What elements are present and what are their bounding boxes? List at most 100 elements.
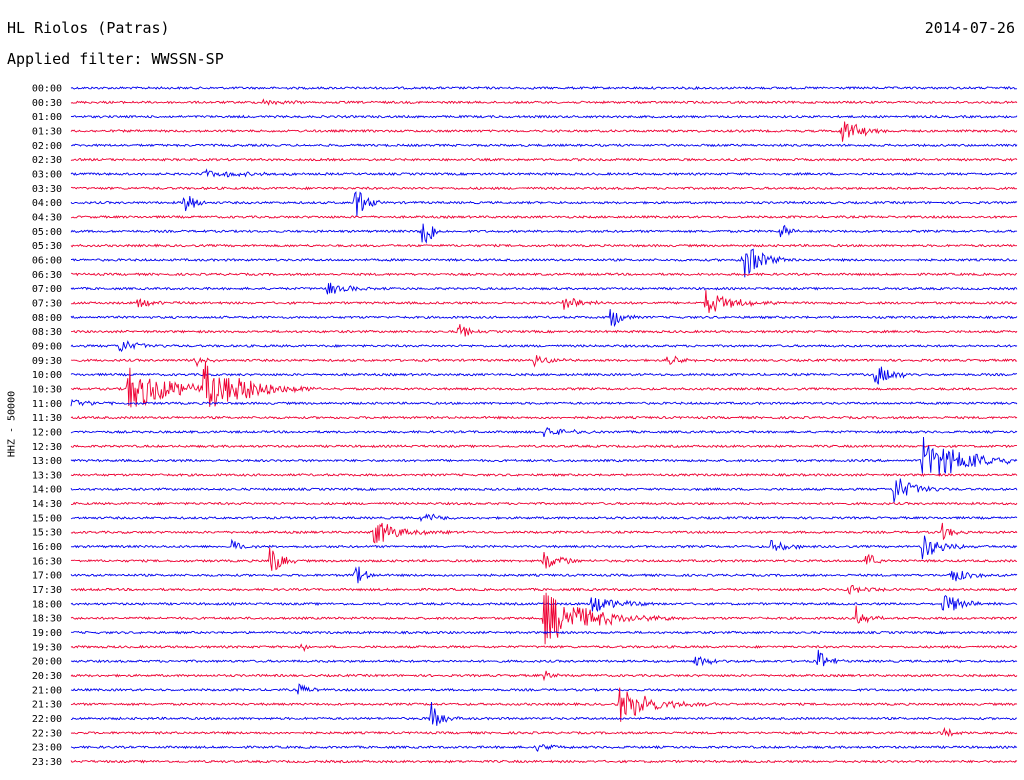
time-label: 00:00 bbox=[32, 84, 62, 95]
time-labels: 00:00 00:30 01:00 01:30 02:00 02:30 03:00 03:30… bbox=[32, 84, 62, 769]
time-label: 16:30 bbox=[32, 556, 62, 567]
time-label: 19:30 bbox=[32, 642, 62, 653]
trace-line bbox=[70, 191, 1018, 217]
trace-line bbox=[70, 649, 1018, 667]
trace-line bbox=[71, 272, 1018, 277]
time-label: 03:30 bbox=[32, 184, 62, 195]
trace-line bbox=[70, 355, 1018, 368]
trace-line bbox=[70, 340, 1018, 353]
trace-line bbox=[70, 701, 1018, 726]
trace-line bbox=[71, 248, 1018, 278]
time-label: 05:30 bbox=[32, 241, 62, 252]
trace-line bbox=[70, 436, 1018, 476]
time-label: 02:00 bbox=[32, 141, 62, 152]
time-label: 08:30 bbox=[32, 327, 62, 338]
trace-line bbox=[70, 592, 1018, 645]
trace-line bbox=[70, 513, 1018, 523]
trace-line bbox=[70, 535, 1018, 560]
time-label: 04:00 bbox=[32, 198, 62, 209]
trace-line bbox=[70, 324, 1018, 337]
date-label: 2014-07-26 bbox=[924, 19, 1015, 37]
trace-line bbox=[70, 361, 1018, 408]
time-label: 15:00 bbox=[32, 513, 62, 524]
trace-line bbox=[70, 214, 1018, 219]
time-label: 07:30 bbox=[32, 298, 62, 309]
time-label: 23:30 bbox=[32, 757, 62, 768]
trace-line bbox=[70, 309, 1018, 328]
station-title: HL Riolos (Patras) bbox=[7, 19, 170, 37]
trace-line bbox=[70, 426, 1018, 438]
trace-line bbox=[70, 478, 1018, 503]
time-label: 04:30 bbox=[32, 212, 62, 223]
time-label: 23:00 bbox=[32, 743, 62, 754]
trace-line bbox=[70, 643, 1018, 653]
time-label: 09:00 bbox=[32, 341, 62, 352]
traces bbox=[70, 85, 1018, 764]
time-label: 14:30 bbox=[32, 499, 62, 510]
time-label: 02:30 bbox=[32, 155, 62, 166]
trace-line bbox=[70, 186, 1018, 191]
trace-line bbox=[70, 566, 1018, 584]
time-label: 10:30 bbox=[32, 384, 62, 395]
time-label: 15:30 bbox=[32, 528, 62, 539]
trace-line bbox=[70, 687, 1018, 722]
time-label: 20:30 bbox=[32, 671, 62, 682]
trace-line bbox=[70, 121, 1018, 142]
time-label: 17:00 bbox=[32, 571, 62, 582]
trace-line bbox=[70, 168, 1018, 178]
time-label: 01:00 bbox=[32, 112, 62, 123]
trace-line bbox=[71, 143, 1018, 148]
time-label: 11:00 bbox=[32, 399, 62, 410]
time-label: 17:30 bbox=[32, 585, 62, 596]
time-label: 12:30 bbox=[32, 442, 62, 453]
trace-line bbox=[70, 472, 1018, 477]
trace-line bbox=[70, 670, 1018, 682]
time-label: 06:00 bbox=[32, 255, 62, 266]
trace-line bbox=[70, 366, 1017, 385]
time-label: 13:00 bbox=[32, 456, 62, 467]
trace-line bbox=[71, 501, 1018, 506]
trace-line bbox=[70, 726, 1018, 738]
trace-line bbox=[70, 290, 1018, 313]
time-label: 21:30 bbox=[32, 700, 62, 711]
time-label: 09:30 bbox=[32, 356, 62, 367]
time-label: 21:00 bbox=[32, 685, 62, 696]
trace-line bbox=[70, 415, 1018, 420]
time-label: 11:30 bbox=[32, 413, 62, 424]
trace-line bbox=[70, 85, 1018, 90]
trace-line bbox=[70, 98, 1018, 106]
time-label: 20:00 bbox=[32, 657, 62, 668]
time-label: 22:00 bbox=[32, 714, 62, 725]
trace-line bbox=[70, 683, 1018, 695]
time-label: 03:00 bbox=[32, 169, 62, 180]
trace-line bbox=[70, 282, 1018, 295]
time-label: 07:00 bbox=[32, 284, 62, 295]
time-label: 12:00 bbox=[32, 427, 62, 438]
trace-line bbox=[70, 547, 1018, 571]
time-label: 18:30 bbox=[32, 614, 62, 625]
trace-line bbox=[71, 630, 1018, 635]
trace-line bbox=[70, 157, 1018, 162]
trace-line bbox=[70, 744, 1018, 752]
time-label: 19:00 bbox=[32, 628, 62, 639]
trace-line bbox=[70, 585, 1018, 595]
trace-line bbox=[70, 444, 1017, 449]
trace-line bbox=[70, 759, 1018, 764]
time-label: 16:00 bbox=[32, 542, 62, 553]
time-label: 18:00 bbox=[32, 599, 62, 610]
time-label: 06:30 bbox=[32, 270, 62, 281]
time-label: 00:30 bbox=[32, 98, 62, 109]
time-label: 05:00 bbox=[32, 227, 62, 238]
trace-line bbox=[70, 114, 1018, 119]
time-label: 01:30 bbox=[32, 126, 62, 137]
time-label: 13:30 bbox=[32, 470, 62, 481]
time-label: 22:30 bbox=[32, 728, 62, 739]
trace-line bbox=[70, 223, 1018, 244]
filter-label: Applied filter: WWSSN-SP bbox=[7, 50, 224, 68]
trace-line bbox=[70, 522, 1018, 544]
time-label: 08:00 bbox=[32, 313, 62, 324]
trace-line bbox=[70, 243, 1017, 248]
trace-line bbox=[70, 398, 1018, 407]
time-label: 10:00 bbox=[32, 370, 62, 381]
